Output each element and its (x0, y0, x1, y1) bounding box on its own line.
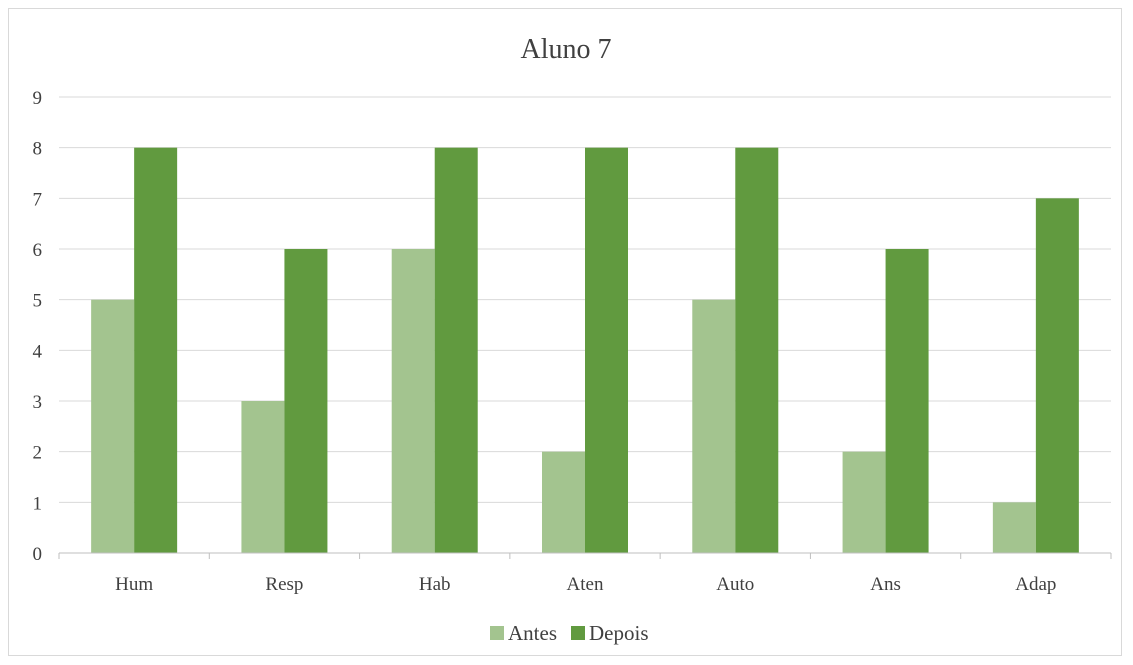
legend: Antes Depois (490, 621, 649, 645)
legend-label-depois: Depois (589, 621, 649, 645)
y-tick-label: 1 (33, 493, 43, 514)
bar-antes-resp (241, 401, 285, 553)
bar-antes-aten (542, 451, 585, 553)
bar-depois-hab (434, 147, 478, 553)
chart-title: Aluno 7 (521, 34, 612, 65)
bar-depois-ans (885, 249, 929, 553)
x-tick-label: Hum (115, 574, 153, 595)
y-tick-label: 8 (33, 139, 43, 160)
bar-antes-hum (91, 299, 135, 553)
y-tick-label: 9 (33, 88, 43, 109)
x-tick-label: Hab (419, 574, 451, 595)
legend-swatch-depois (571, 626, 585, 640)
y-tick-label: 4 (33, 341, 43, 362)
bar-depois-hum (134, 147, 178, 553)
bars (91, 147, 1079, 554)
x-axis (58, 552, 1112, 559)
y-axis-tick-labels: 0 1 2 3 4 5 6 7 8 9 (33, 88, 43, 565)
legend-label-antes: Antes (508, 621, 557, 645)
y-tick-label: 6 (33, 240, 43, 261)
bar-antes-adap (992, 502, 1036, 553)
y-tick-label: 3 (33, 392, 43, 413)
y-tick-label: 0 (33, 544, 43, 565)
x-tick-label: Auto (716, 574, 754, 595)
x-tick-label: Adap (1015, 574, 1056, 595)
legend-swatch-antes (490, 626, 504, 640)
x-tick-label: Ans (870, 574, 901, 595)
bar-antes-auto (692, 299, 736, 553)
bar-antes-hab (391, 249, 435, 553)
bar-depois-adap (1035, 198, 1079, 554)
bar-depois-resp (284, 249, 328, 553)
y-tick-label: 7 (33, 189, 43, 210)
x-tick-label: Resp (265, 574, 303, 595)
x-tick-label: Aten (567, 574, 604, 595)
y-tick-label: 2 (33, 443, 43, 464)
x-axis-tick-labels: Hum Resp Hab Aten Auto Ans Adap (115, 574, 1056, 595)
bar-depois-aten (585, 147, 628, 553)
bar-depois-auto (735, 147, 779, 553)
y-tick-label: 5 (33, 291, 43, 312)
bar-antes-ans (842, 451, 886, 553)
